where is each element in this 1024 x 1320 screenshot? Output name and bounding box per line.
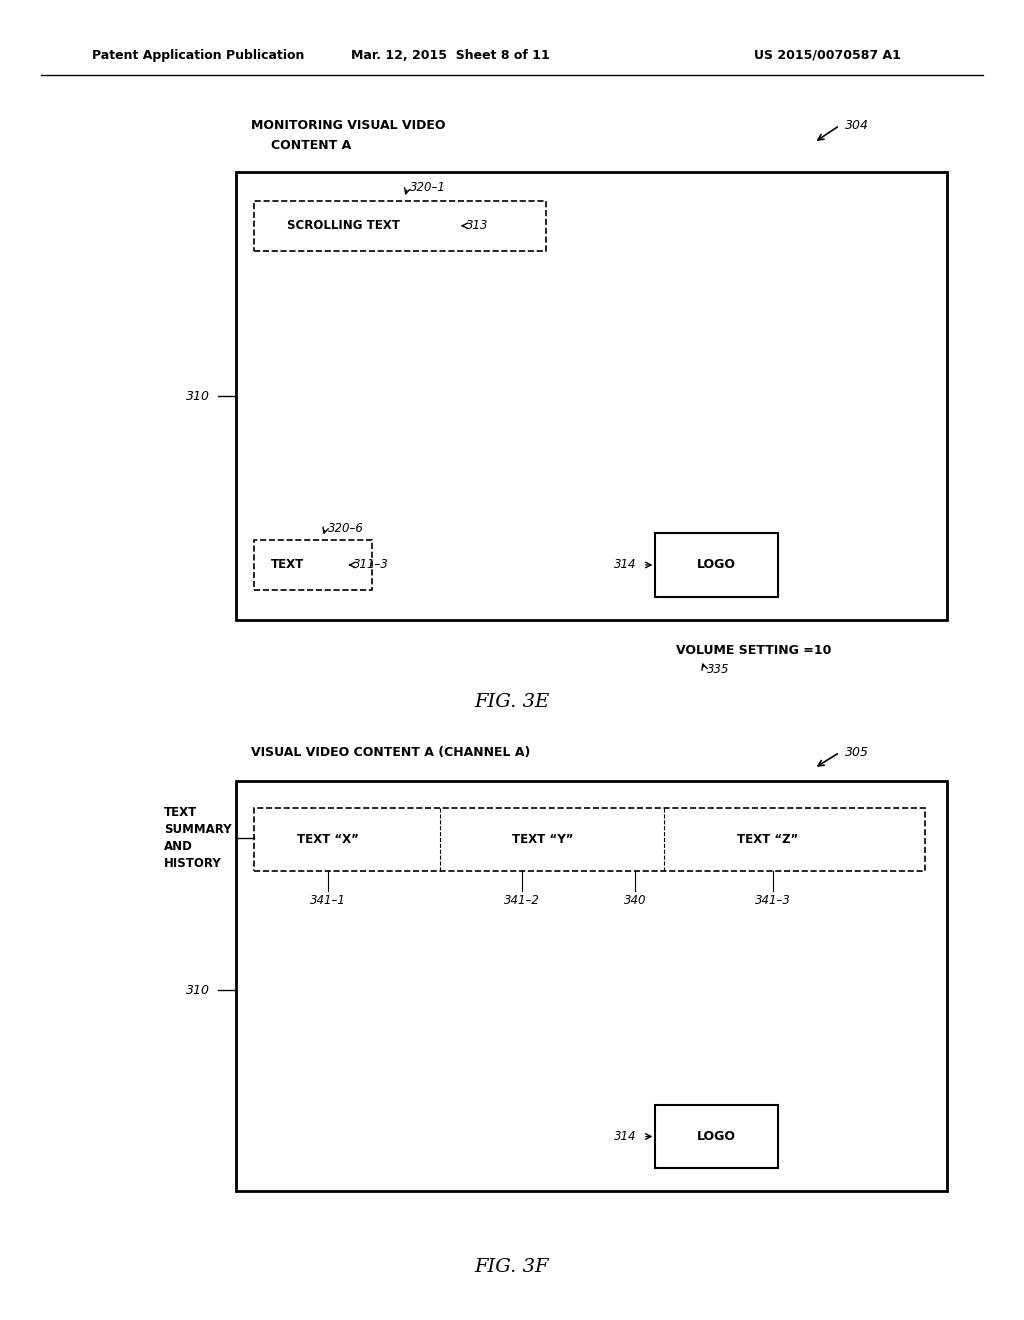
- Text: MONITORING VISUAL VIDEO: MONITORING VISUAL VIDEO: [251, 119, 445, 132]
- Text: US 2015/0070587 A1: US 2015/0070587 A1: [755, 49, 901, 62]
- Text: LOGO: LOGO: [697, 558, 736, 572]
- Text: Patent Application Publication: Patent Application Publication: [92, 49, 304, 62]
- Text: 311–3: 311–3: [353, 558, 389, 572]
- Text: 314: 314: [614, 1130, 637, 1143]
- Text: TEXT “Z”: TEXT “Z”: [737, 833, 799, 846]
- Text: 304: 304: [845, 119, 868, 132]
- Text: 341–1: 341–1: [309, 894, 346, 907]
- Text: 341–2: 341–2: [504, 894, 541, 907]
- Text: CONTENT A: CONTENT A: [271, 139, 351, 152]
- Text: TEXT
SUMMARY
AND
HISTORY: TEXT SUMMARY AND HISTORY: [164, 807, 231, 870]
- Bar: [254, 201, 546, 251]
- Text: VOLUME SETTING =10: VOLUME SETTING =10: [676, 644, 831, 657]
- Text: Mar. 12, 2015  Sheet 8 of 11: Mar. 12, 2015 Sheet 8 of 11: [351, 49, 550, 62]
- Text: LOGO: LOGO: [697, 1130, 736, 1143]
- Text: 310: 310: [186, 983, 210, 997]
- Text: 340: 340: [624, 894, 646, 907]
- Text: FIG. 3E: FIG. 3E: [474, 693, 550, 711]
- Text: 305: 305: [845, 746, 868, 759]
- Text: VISUAL VIDEO CONTENT A (CHANNEL A): VISUAL VIDEO CONTENT A (CHANNEL A): [251, 746, 530, 759]
- Text: 314: 314: [614, 558, 637, 572]
- Text: SCROLLING TEXT: SCROLLING TEXT: [287, 219, 399, 232]
- Text: 320–6: 320–6: [328, 521, 364, 535]
- Bar: [254, 808, 925, 871]
- Text: 310: 310: [186, 389, 210, 403]
- Text: 335: 335: [707, 663, 729, 676]
- Text: TEXT: TEXT: [271, 558, 304, 572]
- Bar: [236, 172, 947, 620]
- Text: 320–1: 320–1: [410, 181, 445, 194]
- Text: TEXT “X”: TEXT “X”: [297, 833, 358, 846]
- Text: 313: 313: [466, 219, 488, 232]
- Bar: [655, 533, 778, 597]
- Text: FIG. 3F: FIG. 3F: [475, 1258, 549, 1276]
- Text: 341–3: 341–3: [755, 894, 792, 907]
- Bar: [655, 1105, 778, 1168]
- Bar: [254, 540, 372, 590]
- Bar: [236, 781, 947, 1191]
- Text: TEXT “Y”: TEXT “Y”: [512, 833, 573, 846]
